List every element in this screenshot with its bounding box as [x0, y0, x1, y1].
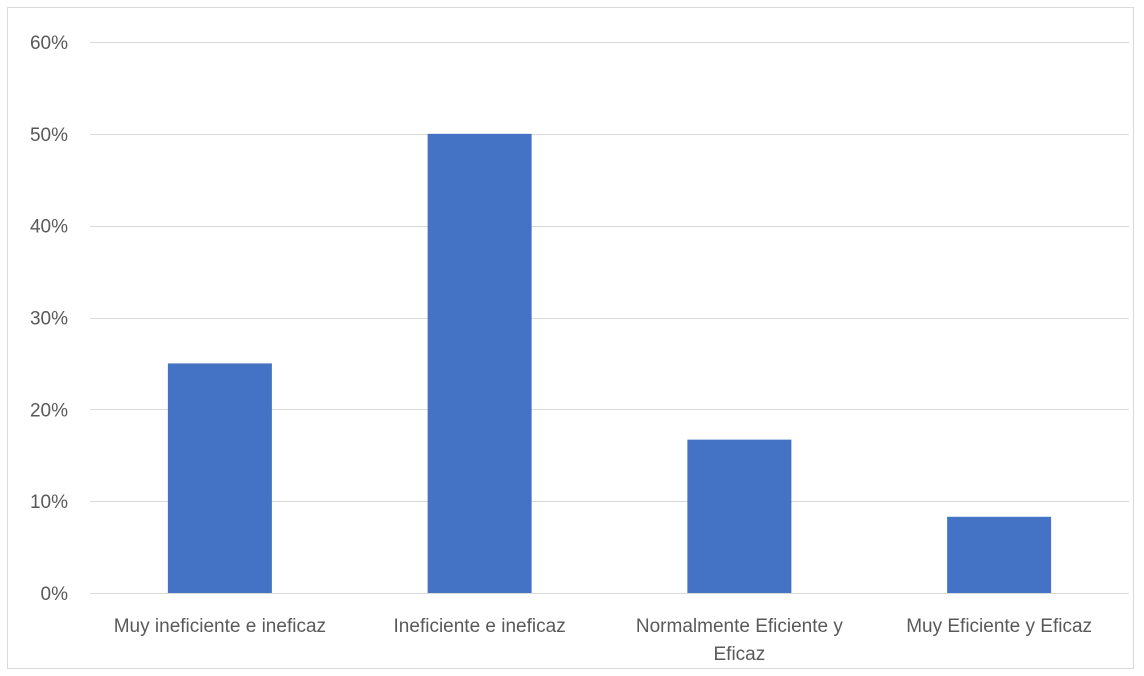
x-category-label-line: Muy Eficiente y Eficaz: [906, 616, 1092, 637]
y-tick-label: 30%: [30, 309, 68, 330]
bar: [427, 133, 532, 594]
bar: [687, 439, 792, 593]
y-tick-label: 10%: [30, 492, 68, 513]
x-category-label: Muy ineficiente e ineficaz: [114, 616, 326, 637]
x-category-label-line: Ineficiente e ineficaz: [394, 616, 566, 637]
bar: [167, 363, 272, 593]
x-category-label-line: Muy ineficiente e ineficaz: [114, 616, 326, 637]
x-category-label: Muy Eficiente y Eficaz: [906, 616, 1092, 637]
bar: [947, 516, 1052, 593]
x-category-label-line: Normalmente Eficiente y: [636, 616, 843, 637]
y-tick-label: 40%: [30, 217, 68, 238]
y-axis-tick-labels: 0% 10% 20% 30% 40% 50% 60%: [30, 33, 68, 605]
x-axis-category-labels: Muy ineficiente e ineficaz Ineficiente e …: [114, 616, 1092, 665]
x-category-label: Normalmente Eficiente y Eficaz: [636, 616, 843, 665]
y-tick-label: 50%: [30, 125, 68, 146]
y-tick-label: 0%: [41, 584, 69, 605]
y-tick-label: 60%: [30, 33, 68, 54]
x-category-label-line: Eficaz: [714, 644, 766, 665]
y-tick-label: 20%: [30, 400, 68, 421]
bars: [167, 133, 1052, 594]
x-category-label: Ineficiente e ineficaz: [394, 616, 566, 637]
